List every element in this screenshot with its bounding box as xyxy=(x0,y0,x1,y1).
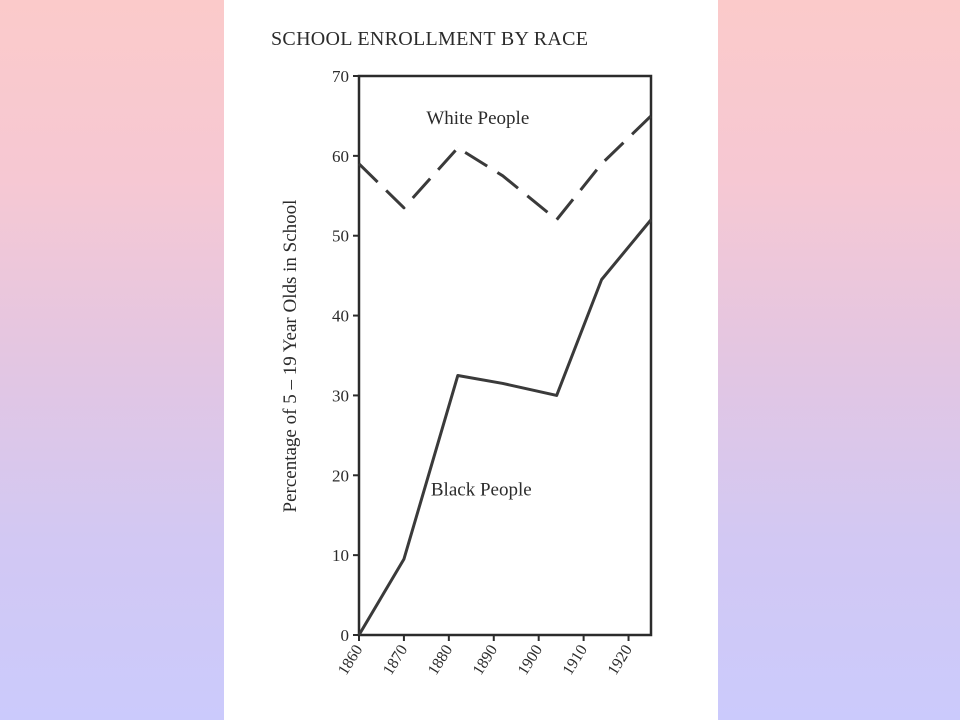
x-tick-label: 1860 xyxy=(335,642,366,678)
x-tick-label: 1920 xyxy=(605,642,636,678)
series-line-black-people xyxy=(357,218,653,636)
series-label-black-people: Black People xyxy=(431,479,532,500)
y-tick-label: 10 xyxy=(332,546,349,565)
y-tick-label: 60 xyxy=(332,147,349,166)
x-tick-label: 1900 xyxy=(515,642,546,678)
chart-title: SCHOOL ENROLLMENT BY RACE xyxy=(271,28,588,50)
y-axis-label: Percentage of 5 – 19 Year Olds in School xyxy=(280,200,301,513)
x-tick-label: 1870 xyxy=(380,642,411,678)
series-line-white-people xyxy=(357,114,653,222)
chart: SCHOOL ENROLLMENT BY RACE Percentage of … xyxy=(271,28,653,678)
y-tick-label: 70 xyxy=(332,67,349,86)
x-tick-label: 1890 xyxy=(470,642,501,678)
y-tick-label: 50 xyxy=(332,227,349,246)
y-tick-label: 40 xyxy=(332,307,349,326)
chart-page: SCHOOL ENROLLMENT BY RACE Percentage of … xyxy=(224,0,718,720)
y-tick-label: 0 xyxy=(341,626,350,645)
x-tick-label: 1910 xyxy=(560,642,591,678)
series-label-white-people: White People xyxy=(426,108,529,129)
y-tick-label: 20 xyxy=(332,466,349,485)
plot-frame xyxy=(357,74,653,637)
y-tick-label: 30 xyxy=(332,386,349,405)
x-tick-label: 1880 xyxy=(425,642,456,678)
